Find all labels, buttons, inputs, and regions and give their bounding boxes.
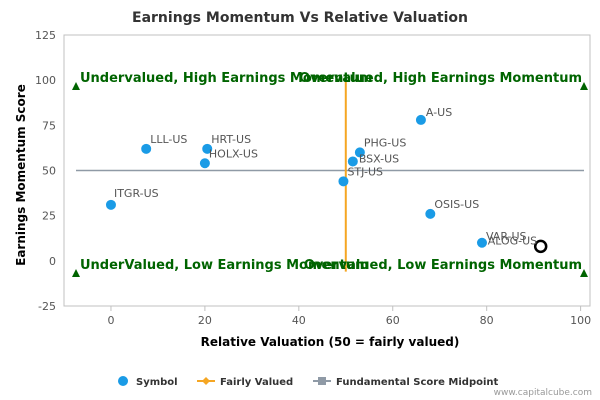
y-tick-label: 0 (49, 255, 56, 268)
legend: Symbol Fairly Valued Fundamental Score Mid… (118, 376, 499, 388)
quadrant-corner-marker-1 (580, 82, 588, 90)
quadrant-corner-marker-2 (72, 269, 80, 277)
x-axis-title: Relative Valuation (50 = fairly valued) (201, 335, 460, 349)
data-label-a-us: A-US (426, 106, 452, 119)
data-point-holx-us (199, 158, 210, 169)
data-label-bsx-us: BSX-US (359, 152, 399, 165)
reference-lines (76, 80, 584, 272)
y-tick-label: 25 (42, 210, 56, 223)
credit-text: www.capitalcube.com (494, 388, 592, 398)
data-point-osis-us (425, 208, 436, 219)
y-tick-label: 75 (42, 119, 56, 132)
data-label-osis-us: OSIS-US (434, 198, 479, 211)
data-label-hrt-us: HRT-US (211, 133, 251, 146)
quadrant-label-bottom-left: UnderValued, Low Earnings Momentum (80, 258, 369, 273)
legend-marker-midpoint (318, 377, 326, 385)
y-axis-title: Earnings Momentum Score (14, 84, 28, 266)
data-point-itgr-us (105, 199, 116, 210)
y-tick-label: 125 (35, 29, 56, 42)
data-point-hrt-us (202, 143, 213, 154)
quadrant-corner-marker-0 (72, 82, 80, 90)
data-point-phg-us (354, 147, 365, 158)
data-point-bsx-us (347, 156, 358, 167)
data-label-phg-us: PHG-US (364, 136, 406, 149)
y-tick-label: -25 (38, 300, 56, 313)
legend-label-symbol: Symbol (136, 377, 178, 388)
legend-label-midpoint: Fundamental Score Midpoint (336, 377, 499, 388)
legend-marker-fairly-valued (202, 377, 210, 385)
quadrant-labels: Undervalued, High Earnings MomentumOverv… (80, 71, 582, 273)
data-label-holx-us: HOLX-US (209, 147, 258, 160)
data-point-stj-us (338, 176, 349, 187)
data-label-stj-us: STJ-US (347, 165, 383, 178)
data-label-var-us: VAR-US (486, 230, 527, 243)
quadrant-label-bottom-right: Overvalued, Low Earnings Momentum (304, 258, 582, 273)
y-tick-label: 50 (42, 165, 56, 178)
quadrant-label-top-left: Undervalued, High Earnings Momentum (80, 71, 372, 86)
data-label-alog-us: ALOG-US (488, 234, 537, 247)
legend-label-fairly-valued: Fairly Valued (220, 377, 293, 388)
chart-title: Earnings Momentum Vs Relative Valuation (132, 10, 468, 26)
legend-marker-symbol (118, 376, 128, 386)
x-tick-label: 60 (386, 314, 400, 327)
axis-ticks: 0 20 40 60 80 100 -25 0 25 50 75 100 125 (35, 29, 591, 327)
x-tick-label: 0 (107, 314, 114, 327)
data-point-a-us (415, 114, 426, 125)
quadrant-corner-marker-3 (580, 269, 588, 277)
quadrant-label-top-right: Overvalued, High Earnings Momentum (299, 71, 582, 86)
highlighted-point-alog-us (533, 239, 548, 254)
data-point-var-us (476, 237, 487, 248)
data-label-lll-us: LLL-US (150, 133, 187, 146)
y-tick-label: 100 (35, 74, 56, 87)
data-label-itgr-us: ITGR-US (114, 187, 159, 200)
x-tick-label: 20 (198, 314, 212, 327)
plot-area (63, 34, 591, 307)
data-point-lll-us (141, 143, 152, 154)
x-tick-label: 100 (570, 314, 591, 327)
x-tick-label: 40 (292, 314, 306, 327)
corner-markers (72, 82, 588, 277)
x-tick-label: 80 (480, 314, 494, 327)
